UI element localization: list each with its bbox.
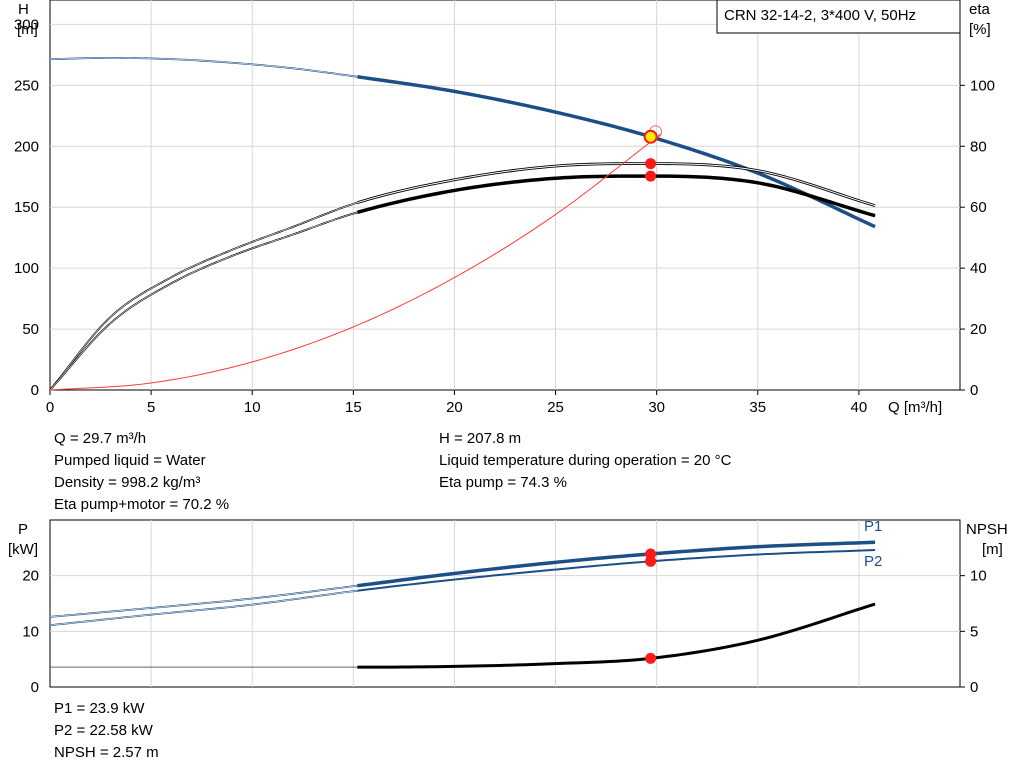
top-grid	[50, 0, 960, 390]
p2-curve-low	[49, 589, 358, 627]
top-x-tick-label: 35	[749, 399, 766, 416]
top-left-tick-label: 50	[22, 321, 39, 338]
density-readout: Density = 998.2 kg/m³	[54, 474, 201, 491]
top-left-tick-label: 300	[14, 16, 39, 33]
npsh-curve	[357, 602, 876, 669]
top-right-tick-label: 20	[970, 321, 987, 338]
top-plot-frame	[49, 0, 961, 391]
eta-pump-curve	[356, 162, 876, 207]
p2-point	[645, 555, 657, 567]
top-right-axis-unit: [%]	[969, 21, 991, 38]
p1-series-label: P1	[864, 518, 882, 535]
top-right-axis-title: eta	[969, 1, 991, 18]
bottom-left-axis-title: P	[18, 521, 28, 538]
head-efficiency-chart: 0 5 10 15 20 25 30 35 40 0 50 100 150 200 250 300 0 20 4…	[14, 0, 995, 416]
top-x-tick-label: 20	[446, 399, 463, 416]
bottom-left-axis-unit: [kW]	[8, 541, 38, 558]
head-readout: H = 207.8 m	[439, 430, 522, 447]
eta-pump-curve-low-inner	[49, 202, 358, 391]
eta-pump-motor-curve	[356, 174, 876, 218]
head-curve-low-inner	[49, 57, 358, 78]
top-left-tick-label: 0	[31, 382, 39, 399]
title-box	[716, 0, 961, 34]
top-operating-points	[643, 125, 663, 182]
info-right-block: H = 207.8 m Liquid temperature during op…	[439, 428, 731, 494]
eta-pump-motor-point	[645, 170, 657, 182]
p1-curve	[357, 540, 876, 588]
top-x-axis-label: Q [m³/h]	[888, 399, 942, 416]
top-x-tick-label: 25	[547, 399, 564, 416]
head-curve	[357, 75, 876, 229]
top-x-tick-label: 40	[851, 399, 868, 416]
p1-readout: P1 = 23.9 kW	[54, 700, 145, 717]
eta-pump-point	[645, 158, 657, 170]
top-right-tick-label: 100	[970, 77, 995, 94]
power-npsh-chart: 0 10 20 0 5 10 P [kW] NPSH [m] P1 P2	[8, 518, 1008, 696]
bottom-left-tick-label: 10	[22, 623, 39, 640]
bottom-left-tick-labels: 0 10 20	[22, 568, 39, 696]
bottom-left-tick-label: 0	[31, 679, 39, 696]
info-left-block: Q = 29.7 m³/h Pumped liquid = Water Dens…	[54, 428, 229, 516]
bottom-right-axis-unit: [m]	[982, 541, 1003, 558]
top-right-tick-labels: 0 20 40 60 80 100	[960, 77, 995, 399]
eta-pump-motor-curve-low	[49, 211, 358, 391]
bottom-series	[49, 540, 876, 669]
eta-pump-motor-curve-low-inner	[49, 212, 358, 391]
top-right-tick-label: 0	[970, 382, 978, 399]
p2-series-label: P2	[864, 553, 882, 570]
top-left-tick-label: 250	[14, 77, 39, 94]
bottom-operating-points	[645, 548, 657, 664]
bottom-plot-frame	[49, 519, 961, 688]
top-x-tick-label: 15	[345, 399, 362, 416]
npsh-readout: NPSH = 2.57 m	[54, 744, 159, 761]
bottom-left-tick-label: 20	[22, 568, 39, 585]
eta-pump-readout: Eta pump = 74.3 %	[439, 474, 567, 491]
top-x-tick-label: 5	[147, 399, 155, 416]
p1-curve-low	[49, 584, 358, 618]
chart-title: CRN 32-14-2, 3*400 V, 50Hz	[724, 7, 916, 24]
bottom-right-tick-label: 5	[970, 623, 978, 640]
bottom-right-axis-title: NPSH	[966, 521, 1008, 538]
top-right-tick-label: 60	[970, 199, 987, 216]
top-left-axis-title: H	[18, 1, 29, 18]
top-x-tick-label: 30	[648, 399, 665, 416]
flow-readout: Q = 29.7 m³/h	[54, 430, 147, 447]
top-left-axis-unit: [m]	[17, 21, 38, 38]
bottom-grid	[50, 520, 960, 687]
npsh-point	[645, 652, 657, 664]
bottom-right-tick-label: 10	[970, 568, 987, 585]
eta-pump-motor-readout: Eta pump+motor = 70.2 %	[54, 496, 230, 513]
system-curve-line	[49, 133, 662, 391]
info-bottom-block: P1 = 23.9 kW P2 = 22.58 kW NPSH = 2.57 m	[54, 698, 159, 764]
top-left-tick-label: 100	[14, 260, 39, 277]
pumped-liquid-readout: Pumped liquid = Water	[54, 452, 206, 469]
top-right-tick-label: 40	[970, 260, 987, 277]
top-series	[49, 56, 876, 391]
p1-curve-low-inner	[49, 585, 358, 618]
eta-pump-curve-low	[49, 201, 358, 391]
top-right-tick-label: 80	[970, 138, 987, 155]
bottom-right-tick-labels: 0 5 10	[960, 568, 987, 696]
liquid-temperature-readout: Liquid temperature during operation = 20…	[439, 452, 732, 469]
top-left-tick-label: 200	[14, 138, 39, 155]
top-left-tick-labels: 0 50 100 150 200 250 300	[14, 16, 39, 399]
p2-curve	[357, 549, 876, 592]
top-x-tick-label: 0	[46, 399, 54, 416]
top-x-tick-labels: 0 5 10 15 20 25 30 35 40	[46, 390, 867, 416]
bottom-right-tick-label: 0	[970, 679, 978, 696]
eta-pump-curve-inner	[357, 163, 876, 207]
p2-readout: P2 = 22.58 kW	[54, 722, 153, 739]
duty-point	[643, 129, 658, 144]
top-left-tick-label: 150	[14, 199, 39, 216]
top-x-tick-label: 10	[244, 399, 261, 416]
p2-curve-low-inner	[49, 590, 358, 626]
